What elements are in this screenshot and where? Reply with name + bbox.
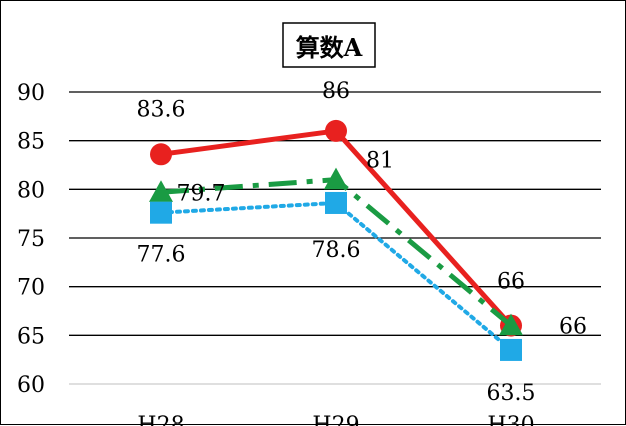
y-tick-label: 85 (17, 130, 45, 155)
data-label: 78.6 (312, 238, 361, 263)
data-label: 63.5 (487, 381, 536, 406)
point-marker (149, 180, 173, 202)
y-tick-label: 60 (17, 373, 45, 398)
data-label: 86 (322, 79, 350, 104)
chart-title-box: 算数A (282, 22, 376, 68)
data-label: 83.6 (137, 97, 186, 122)
point-marker (500, 338, 522, 361)
data-labels: 83.6 86 66 79.7 81 66 77.6 78.6 63.5 (137, 79, 587, 406)
x-tick-labels: H28 H29 H30 (137, 413, 534, 426)
x-tick-label: H30 (487, 413, 534, 426)
y-tick-label: 80 (17, 178, 45, 203)
data-label: 66 (559, 315, 587, 340)
data-label: 81 (366, 149, 394, 174)
y-tick-labels: 60 65 70 75 80 85 90 (17, 81, 45, 398)
point-marker (499, 313, 523, 336)
chart-title: 算数A (296, 33, 363, 62)
point-marker (150, 143, 172, 166)
series-line-1 (160, 128, 513, 328)
y-tick-label: 65 (17, 324, 45, 349)
point-marker (150, 201, 172, 224)
data-label: 79.7 (177, 181, 226, 206)
y-tick-label: 75 (17, 227, 45, 252)
series-group (149, 119, 523, 361)
x-tick-label: H29 (312, 413, 359, 426)
data-label: 66 (497, 270, 525, 295)
y-tick-label: 90 (17, 81, 45, 106)
data-label: 77.6 (137, 243, 186, 268)
title-border (282, 22, 376, 68)
point-marker (324, 167, 348, 190)
series-line-3 (159, 200, 513, 352)
x-tick-label: H28 (137, 413, 184, 426)
point-marker (325, 191, 347, 214)
point-marker (325, 119, 347, 142)
y-tick-label: 70 (17, 276, 45, 301)
